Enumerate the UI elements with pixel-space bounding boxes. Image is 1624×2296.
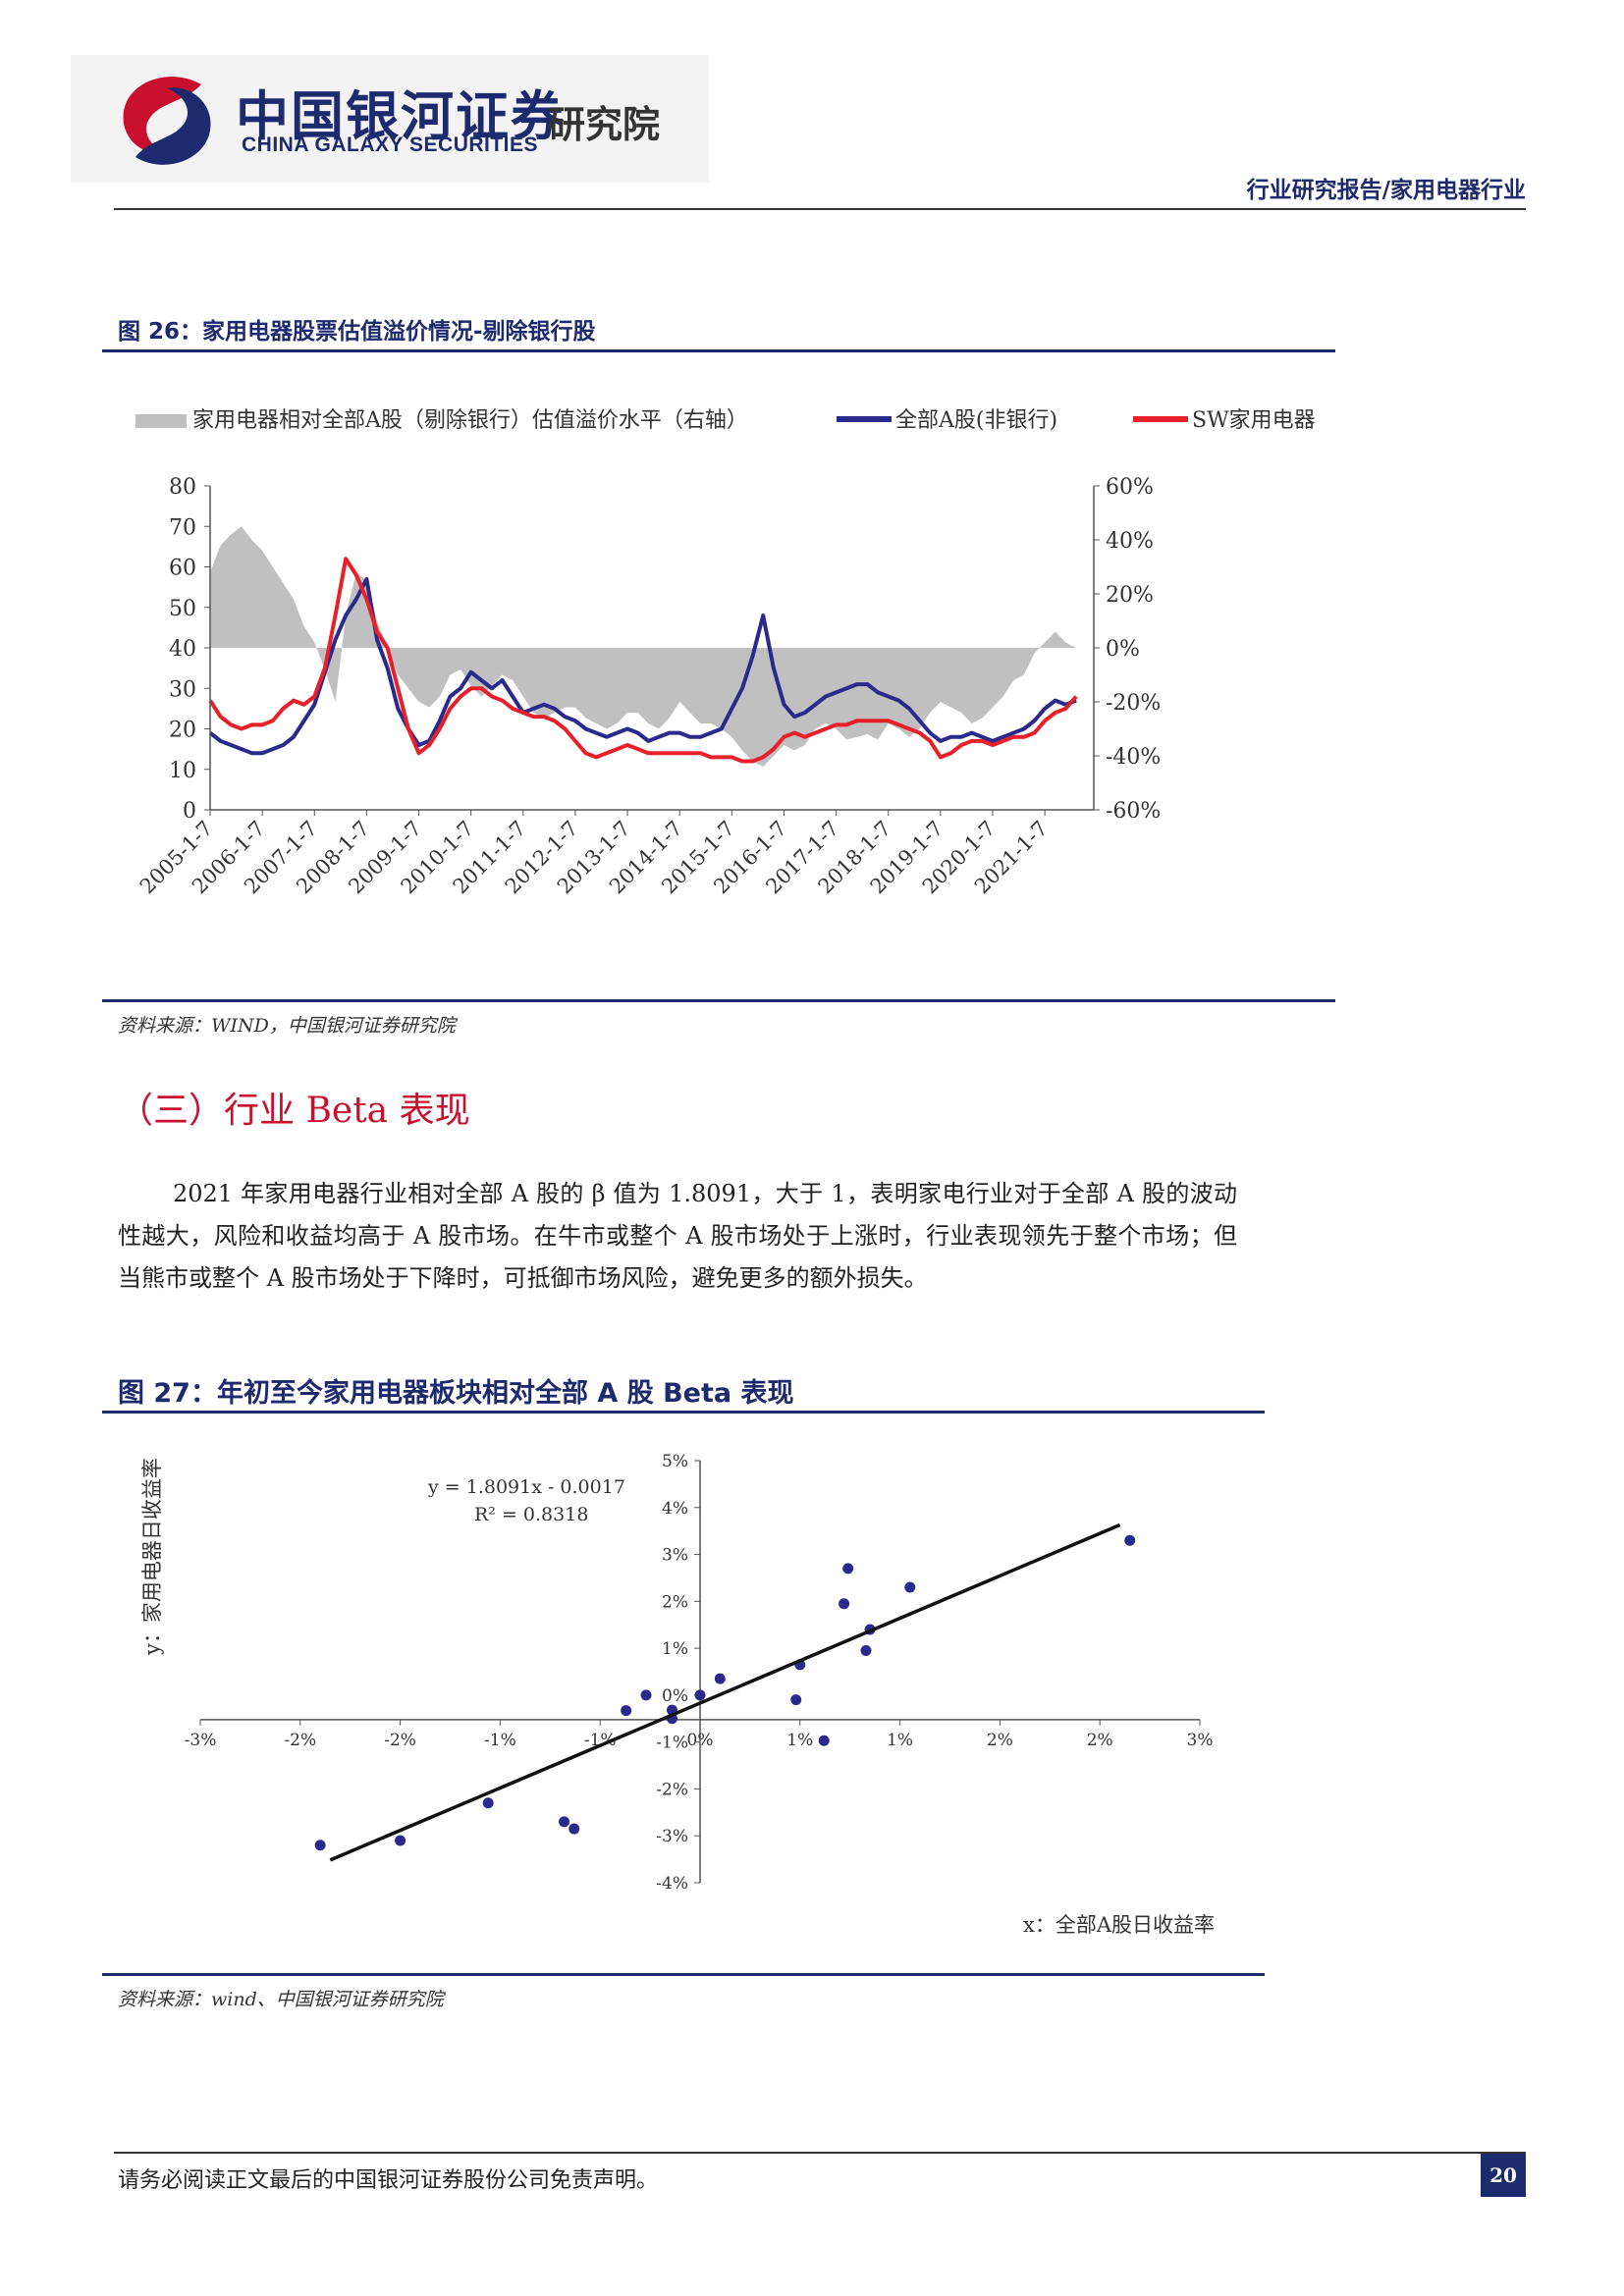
scatter-point: [842, 1563, 854, 1575]
figure27-title: 图 27：年初至今家用电器板块相对全部 A 股 Beta 表现: [118, 1378, 794, 1409]
all-a-share-line: [208, 576, 1077, 756]
legend-label-sw-appliance: SW家用电器: [1192, 408, 1316, 433]
y-tick-label: 4%: [662, 1499, 688, 1519]
figure27-source: 资料来源：wind、中国银河证券研究院: [118, 1989, 444, 2010]
legend-swatch-premium: [135, 414, 187, 428]
left-tick-label: 0: [183, 799, 196, 824]
left-tick-label: 60: [169, 557, 196, 581]
x-tick-label: 0%: [687, 1731, 714, 1750]
beta-scatter-chart: -3% -2% -2% -1% -1% 0% 1% 1% 2% 2% 3%5%4%3%2%1%0%-…: [140, 1452, 1215, 1937]
figure26-source: 资料来源：WIND，中国银河证券研究院: [118, 1015, 456, 1037]
left-tick-label: 10: [169, 759, 196, 783]
y-tick-label: 3%: [662, 1546, 688, 1566]
left-tick-label: 30: [169, 677, 196, 702]
figure26-title: 图 26：家用电器股票估值溢价情况-剔除银行股: [118, 319, 596, 345]
premium-area: [210, 526, 1077, 767]
y-tick-label: -2%: [656, 1780, 688, 1799]
logo-english-name: CHINA GALAXY SECURITIES: [242, 133, 539, 156]
left-tick-label: 70: [169, 515, 196, 540]
scatter-point: [790, 1694, 802, 1706]
scatter-point: [559, 1816, 570, 1828]
left-tick-label: 80: [169, 475, 196, 500]
x-tick-label: -1%: [484, 1731, 516, 1750]
scatter-x-axis-label: x：全部A股日收益率: [1023, 1913, 1215, 1937]
scatter-point: [395, 1835, 406, 1846]
x-tick-label: 3%: [1187, 1731, 1214, 1750]
right-tick-label: 60%: [1106, 475, 1154, 500]
chart1-legend: 家用电器相对全部A股（剔除银行）估值溢价水平（右轴） 全部A股(非银行) SW家…: [135, 408, 1316, 433]
figure26-bottom-rule: [102, 999, 1335, 1002]
right-tick-label: -20%: [1106, 691, 1161, 716]
left-tick-label: 50: [169, 597, 196, 621]
regression-line-path: [329, 1522, 1121, 1862]
logo-chinese-name: 中国银河证券: [236, 85, 566, 147]
regression-equation: y = 1.8091x - 0.0017: [427, 1476, 625, 1498]
r-squared-label: R² = 0.8318: [474, 1504, 588, 1525]
report-type: 行业研究报告/家用电器行业: [1246, 178, 1526, 203]
x-tick-label: 1%: [786, 1731, 813, 1750]
y-tick-label: 5%: [662, 1452, 688, 1471]
scatter-point: [314, 1840, 326, 1851]
footer-disclaimer: 请务必阅读正文最后的中国银河证券股份公司免责声明。: [118, 2168, 659, 2193]
logo-institute: 研究院: [548, 103, 661, 146]
page-number: 20: [1481, 2154, 1526, 2197]
scatter-point: [621, 1705, 632, 1717]
scatter-point: [714, 1673, 726, 1684]
footer-divider: [114, 2152, 1526, 2154]
figure27-top-rule: [102, 1411, 1265, 1414]
y-tick-label: 0%: [662, 1686, 688, 1706]
scatter-point: [568, 1823, 580, 1835]
legend-label-all-a: 全部A股(非银行): [895, 408, 1057, 433]
figure26-top-rule: [102, 349, 1335, 352]
header-divider: [114, 208, 1526, 210]
left-tick-label: 40: [169, 637, 196, 662]
scatter-point: [1124, 1534, 1136, 1546]
line-series: [208, 557, 1078, 764]
x-tick-label: 1%: [887, 1731, 913, 1750]
chart2-axes: -3% -2% -2% -1% -1% 0% 1% 1% 2% 2% 3%5%4%3%2%1%0%-…: [185, 1452, 1214, 1894]
x-tick-label: -1%: [584, 1731, 617, 1750]
y-tick-label: -1%: [656, 1734, 688, 1753]
y-tick-label: 2%: [662, 1592, 688, 1612]
x-tick-label: 2%: [1087, 1731, 1113, 1750]
y-tick-label: -4%: [656, 1874, 688, 1894]
x-tick-label: 2%: [987, 1731, 1013, 1750]
scatter-point: [694, 1689, 706, 1701]
valuation-premium-chart: 家用电器相对全部A股（剔除银行）估值溢价水平（右轴） 全部A股(非银行) SW家…: [135, 408, 1316, 898]
x-tick-label: -2%: [284, 1731, 316, 1750]
scatter-point: [482, 1797, 494, 1809]
figure27-bottom-rule: [102, 1973, 1265, 1976]
scatter-point: [904, 1581, 916, 1593]
right-tick-label: 20%: [1106, 583, 1154, 608]
scatter-point: [640, 1689, 652, 1701]
scatter-y-axis-label: y：家用电器日收益率: [140, 1458, 164, 1656]
legend-label-premium: 家用电器相对全部A股（剔除银行）估值溢价水平（右轴）: [192, 408, 748, 433]
scatter-point: [860, 1645, 872, 1656]
right-tick-label: 0%: [1106, 637, 1140, 662]
y-tick-label: -3%: [656, 1827, 688, 1846]
regression-line: [329, 1522, 1121, 1862]
right-tick-label: -60%: [1106, 799, 1161, 824]
scatter-point: [818, 1735, 830, 1746]
body-paragraph: 2021 年家用电器行业相对全部 A 股的 β 值为 1.8091，大于 1，表…: [118, 1180, 1237, 1292]
y-tick-label: 1%: [662, 1639, 688, 1659]
galaxy-logo-icon: [123, 77, 211, 165]
premium-area-series: [210, 526, 1077, 767]
x-tick-label: -3%: [185, 1731, 217, 1750]
section-heading: （三）行业 Beta 表现: [118, 1091, 470, 1131]
sw-appliance-line: [208, 557, 1078, 764]
x-tick-label: -2%: [384, 1731, 416, 1750]
right-tick-label: -40%: [1106, 745, 1161, 770]
left-tick-label: 20: [169, 719, 196, 743]
right-tick-label: 40%: [1106, 529, 1154, 554]
scatter-point: [839, 1598, 850, 1610]
